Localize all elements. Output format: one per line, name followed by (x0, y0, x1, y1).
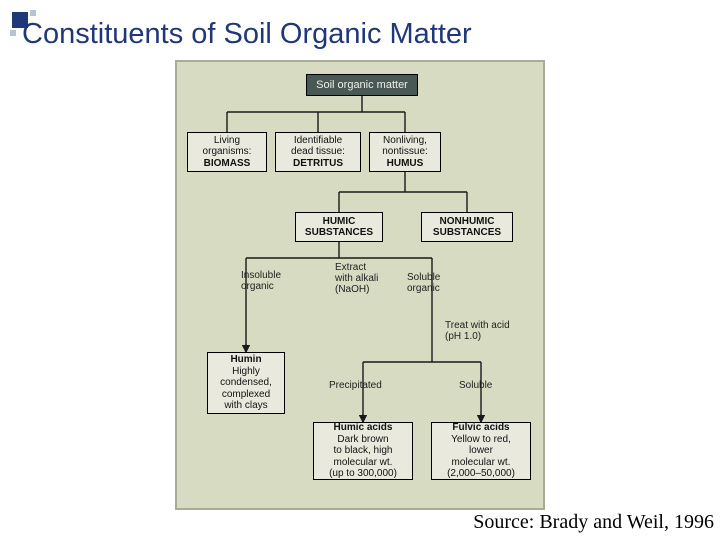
source-citation: Source: Brady and Weil, 1996 (473, 511, 714, 534)
edge-1 (339, 172, 467, 212)
node-root: Soil organic matter (306, 74, 418, 96)
edge-label-treat: Treat with acid(pH 1.0) (445, 320, 510, 342)
edge-label-insoluble: Insolubleorganic (241, 270, 281, 292)
node-fulvic: Fulvic acidsYellow to red,lowermolecular… (431, 422, 531, 480)
node-biomass: Livingorganisms:BIOMASS (187, 132, 267, 172)
slide-title: Constituents of Soil Organic Matter (22, 18, 710, 51)
edge-label-precip: Precipitated (329, 380, 382, 391)
edge-2 (246, 242, 432, 352)
node-nonhumic: NONHUMICSUBSTANCES (421, 212, 513, 242)
edge-0 (227, 96, 405, 132)
edge-label-extract: Extractwith alkali(NaOH) (335, 262, 378, 295)
edge-label-soluble2: Soluble (459, 380, 492, 391)
node-humin: HuminHighlycondensed,complexedwith clays (207, 352, 285, 414)
node-detritus: Identifiabledead tissue:DETRITUS (275, 132, 361, 172)
diagram-panel: Soil organic matter Livingorganisms:BIOMA… (175, 60, 545, 510)
node-humicacids: Humic acidsDark brownto black, highmolec… (313, 422, 413, 480)
node-humic: HUMICSUBSTANCES (295, 212, 383, 242)
node-humus: Nonliving,nontissue:HUMUS (369, 132, 441, 172)
edge-label-soluble1: Solubleorganic (407, 272, 440, 294)
